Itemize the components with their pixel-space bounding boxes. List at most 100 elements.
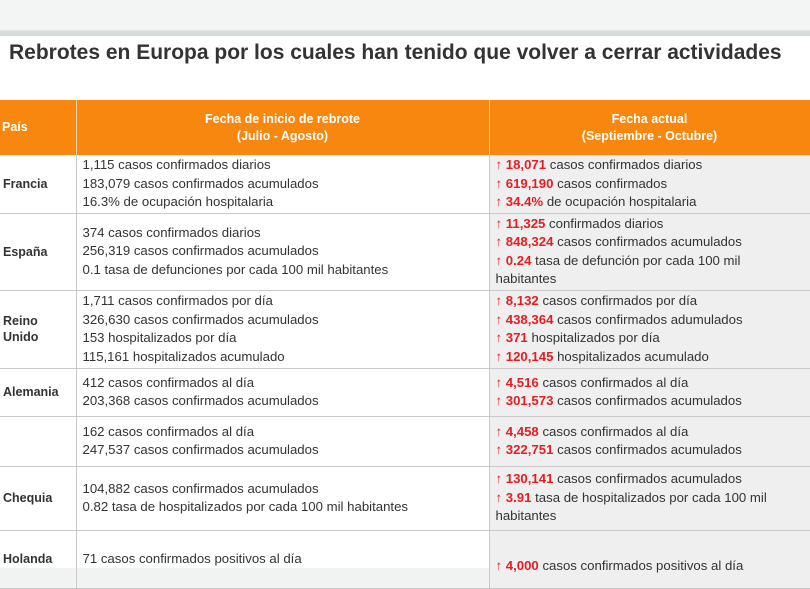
table-header-row: País Fecha de inicio de rebrote (Julio - …	[0, 100, 810, 155]
country-cell: Reino Unido	[0, 290, 77, 369]
current-line: ↑ 4,516 casos confirmados al día	[496, 374, 804, 393]
current-line: ↑ 848,324 casos confirmados acumulados	[496, 233, 804, 252]
current-value: 8,132	[505, 293, 539, 308]
arrow-up-icon: ↑	[495, 374, 506, 390]
arrow-up-icon: ↑	[495, 175, 506, 191]
current-cell: ↑ 4,516 casos confirmados al día ↑ 301,57…	[489, 368, 810, 417]
current-value: 4,516	[505, 374, 539, 390]
current-line: ↑ 11,325 confirmados diarios	[496, 215, 804, 234]
country-name: Francia	[3, 176, 48, 191]
header-current-sub: (Septiembre - Octubre)	[581, 128, 718, 143]
table-row: 162 casos confirmados al día 247,537 caso…	[0, 416, 810, 467]
current-text: tasa de defunción por cada 100 mil habit…	[495, 252, 741, 287]
rebrotes-table: País Fecha de inicio de rebrote (Julio - …	[0, 100, 810, 589]
current-text: hospitalizados acumulado	[553, 348, 709, 364]
current-cell: ↑ 8,132 casos confirmados por día ↑ 438,3…	[489, 290, 810, 369]
arrow-up-icon: ↑	[495, 194, 506, 209]
divider	[0, 31, 810, 36]
start-line: 183,079 casos confirmados acumulados	[82, 175, 319, 191]
country-name: Reino Unido	[3, 314, 39, 344]
current-text: casos confirmados por día	[538, 293, 698, 308]
current-text: confirmados diarios	[545, 215, 664, 231]
current-text: casos confirmados adumulados	[553, 311, 743, 327]
current-cell: ↑ 4,458 casos confirmados al día ↑ 322,75…	[489, 416, 810, 467]
current-value: 34.4%	[505, 194, 544, 209]
country-cell: Holanda	[0, 530, 77, 589]
current-line: ↑ 3.91 tasa de hospitalizados por cada 1…	[496, 489, 804, 526]
current-text: casos confirmados al día	[538, 374, 689, 390]
current-line: ↑ 438,364 casos confirmados adumulados	[496, 311, 804, 330]
current-line: ↑ 8,132 casos confirmados por día	[496, 292, 804, 311]
current-line: ↑ 34.4% de ocupación hospitalaria	[496, 193, 804, 212]
table-row: Reino Unido 1,711 casos confirmados por d…	[0, 290, 810, 369]
current-value: 301,573	[505, 393, 554, 408]
page-title: Rebrotes en Europa por los cuales han te…	[9, 41, 782, 64]
table-row: Alemania 412 casos confirmados al día 203,…	[0, 368, 810, 417]
start-line: 104,882 casos confirmados acumulados	[82, 480, 319, 496]
current-value: 848,324	[505, 234, 554, 249]
current-line: ↑ 322,751 casos confirmados acumulados	[496, 441, 804, 460]
header-current-label: Fecha actual	[611, 111, 688, 126]
start-line: 1,115 casos confirmados diarios	[82, 157, 271, 172]
start-line: 153 hospitalizados por día	[82, 330, 237, 345]
current-line: ↑ 371 hospitalizados por día	[496, 329, 804, 348]
current-value: 120,145	[505, 348, 554, 364]
current-cell: ↑ 11,325 confirmados diarios ↑ 848,324 ca…	[489, 213, 810, 291]
country-name: España	[3, 244, 48, 259]
current-line: ↑ 4,000 casos confirmados positivos al d…	[496, 557, 804, 576]
current-value: 3.91	[505, 489, 532, 505]
current-line: ↑ 301,573 casos confirmados acumulados	[496, 392, 804, 411]
arrow-up-icon: ↑	[495, 157, 506, 172]
start-line: 115,161 hospitalizados acumulado	[82, 348, 285, 364]
arrow-up-icon: ↑	[495, 423, 506, 439]
country-cell: España	[0, 213, 77, 291]
arrow-up-icon: ↑	[495, 252, 506, 268]
header-current: Fecha actual (Septiembre - Octubre)	[489, 100, 810, 155]
country-cell: Alemania	[0, 368, 77, 417]
current-text: hospitalizados por día	[527, 330, 660, 345]
current-value: 371	[505, 330, 528, 345]
header-start: Fecha de inicio de rebrote (Julio - Agost…	[76, 100, 490, 155]
arrow-up-icon: ↑	[495, 393, 506, 408]
arrow-up-icon: ↑	[495, 330, 506, 345]
arrow-up-icon: ↑	[495, 489, 506, 505]
current-text: casos confirmados	[553, 175, 668, 191]
table-row: Francia 1,115 casos confirmados diarios 18…	[0, 155, 810, 214]
current-text: casos confirmados acumulados	[553, 471, 742, 487]
current-cell: ↑ 4,000 casos confirmados positivos al d…	[489, 530, 810, 589]
current-value: 0.24	[505, 252, 532, 268]
current-line: ↑ 619,190 casos confirmados	[496, 175, 804, 194]
current-text: casos confirmados al día	[538, 423, 689, 439]
arrow-up-icon: ↑	[495, 471, 506, 487]
start-line: 71 casos confirmados positivos al día	[82, 550, 302, 566]
current-line: ↑ 0.24 tasa de defunción por cada 100 mi…	[496, 252, 804, 289]
table-row: Chequia 104,882 casos confirmados acumula…	[0, 466, 810, 531]
current-value: 619,190	[505, 175, 554, 191]
current-cell: ↑ 130,141 casos confirmados acumulados ↑ …	[489, 466, 810, 531]
current-value: 4,000	[505, 557, 539, 573]
start-line: 256,319 casos confirmados acumulados	[82, 243, 319, 259]
current-line: ↑ 130,141 casos confirmados acumulados	[496, 470, 804, 489]
current-value: 18,071	[505, 157, 547, 172]
start-line: 1,711 casos confirmados por día	[82, 293, 273, 308]
arrow-up-icon: ↑	[495, 215, 506, 231]
country-cell: Chequia	[0, 466, 77, 531]
arrow-up-icon: ↑	[495, 234, 506, 249]
current-value: 322,751	[505, 442, 554, 457]
table-row: España 374 casos confirmados diarios 256,3…	[0, 213, 810, 291]
arrow-up-icon: ↑	[495, 557, 506, 573]
start-line: 162 casos confirmados al día	[82, 423, 255, 439]
country-name: Holanda	[3, 552, 53, 566]
start-line: 412 casos confirmados al día	[82, 374, 255, 390]
start-line: 0.1 tasa de defunciones por cada 100 mil…	[82, 261, 389, 277]
start-cell: 1,711 casos confirmados por día 326,630 c…	[76, 290, 490, 369]
start-line: 247,537 casos confirmados acumulados	[82, 442, 319, 457]
arrow-up-icon: ↑	[495, 311, 506, 327]
current-text: casos confirmados positivos al día	[538, 557, 744, 573]
current-value: 4,458	[505, 423, 539, 439]
arrow-up-icon: ↑	[495, 293, 506, 308]
arrow-up-icon: ↑	[495, 348, 506, 364]
top-bar	[0, 0, 810, 31]
start-line: 203,368 casos confirmados acumulados	[82, 393, 319, 408]
start-cell: 71 casos confirmados positivos al día	[76, 530, 490, 589]
